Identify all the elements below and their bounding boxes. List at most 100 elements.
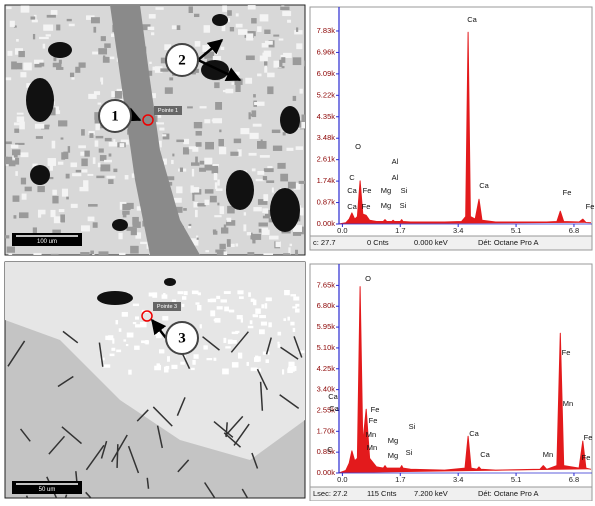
grain <box>257 171 264 175</box>
grain <box>165 87 173 94</box>
grain <box>7 51 12 56</box>
peak-label: Ca <box>347 186 357 195</box>
grain <box>76 170 81 172</box>
grain <box>187 106 193 108</box>
pore <box>30 165 50 185</box>
peak-label: O <box>355 142 361 151</box>
grain <box>192 360 195 365</box>
peak-label: Mg <box>388 451 398 460</box>
pore <box>97 291 133 305</box>
grain <box>240 128 249 134</box>
y-tick-label: 6.96k <box>317 47 336 56</box>
peak-label: Ca <box>347 202 357 211</box>
status-bar <box>310 236 592 250</box>
x-tick-label: 0.0 <box>337 475 347 484</box>
grain <box>52 196 58 204</box>
grain <box>279 38 284 40</box>
grain <box>171 365 177 369</box>
grain <box>109 142 117 147</box>
peak-label: Ca <box>329 404 339 413</box>
grain <box>196 142 202 147</box>
grain <box>126 344 128 346</box>
grain <box>50 210 55 217</box>
status-bar <box>310 487 592 501</box>
grain <box>81 225 90 231</box>
grain <box>295 250 298 256</box>
grain <box>248 292 251 297</box>
callout-label: 2 <box>178 52 186 68</box>
grain <box>151 32 154 35</box>
scale-label: 100 um <box>37 239 57 245</box>
grain <box>241 318 243 322</box>
grain <box>176 186 182 193</box>
grain <box>219 147 226 154</box>
x-tick-label: 6.8 <box>569 226 579 235</box>
grain <box>106 176 115 179</box>
grain <box>80 152 85 156</box>
grain <box>205 250 209 252</box>
grain <box>113 169 117 172</box>
grain <box>253 94 256 97</box>
grain <box>14 154 18 158</box>
grain <box>255 308 260 313</box>
grain <box>260 155 270 158</box>
grain <box>13 215 16 218</box>
status-text: Lsec: 27.2 <box>313 489 348 498</box>
grain <box>205 189 214 193</box>
grain <box>183 147 189 154</box>
grain <box>53 57 56 61</box>
grain <box>255 356 258 360</box>
grain <box>222 369 229 375</box>
grain <box>280 7 289 11</box>
grain <box>263 216 270 219</box>
grain <box>105 336 109 340</box>
grain <box>218 139 224 146</box>
grain <box>282 369 284 374</box>
micrograph: 50 umPointe 33 <box>5 262 305 501</box>
grain <box>236 24 243 28</box>
grain <box>149 14 156 18</box>
crack <box>226 422 227 437</box>
peak-label: Ca <box>480 450 490 459</box>
grain <box>293 57 302 65</box>
grain <box>176 140 184 143</box>
grain <box>36 136 43 139</box>
grain <box>115 320 118 324</box>
grain <box>214 215 221 217</box>
grain <box>109 153 112 156</box>
grain <box>210 310 215 316</box>
grain <box>99 251 109 257</box>
grain <box>225 346 231 348</box>
grain <box>101 36 106 41</box>
grain <box>61 137 64 139</box>
grain <box>288 362 294 367</box>
grain <box>273 35 279 37</box>
grain <box>149 293 155 297</box>
grain <box>184 291 188 295</box>
grain <box>144 341 149 343</box>
grain <box>52 141 56 149</box>
peak-label: Al <box>392 173 399 182</box>
grain <box>149 62 151 64</box>
grain <box>20 152 28 157</box>
grain <box>231 72 239 76</box>
grain <box>219 130 221 133</box>
grain <box>254 102 258 105</box>
grain <box>300 208 303 216</box>
y-tick-label: 5.10k <box>317 343 336 352</box>
grain <box>232 340 237 344</box>
grain <box>197 203 205 206</box>
grain <box>93 27 96 33</box>
grain <box>62 189 68 197</box>
grain <box>259 229 262 233</box>
peak-label: Fe <box>586 202 595 211</box>
grain <box>33 253 41 258</box>
peak-label: Si <box>401 186 408 195</box>
grain <box>246 55 255 60</box>
grain <box>70 73 74 77</box>
y-tick-label: 6.09k <box>317 69 336 78</box>
y-tick-label: 1.74k <box>317 176 336 185</box>
peak-label: Mg <box>381 201 391 210</box>
y-tick-label: 7.83k <box>317 26 336 35</box>
grain <box>189 6 193 13</box>
